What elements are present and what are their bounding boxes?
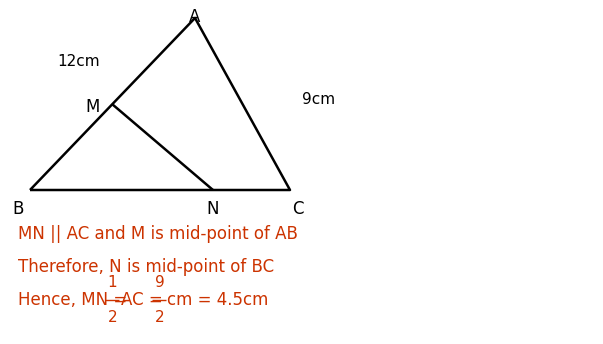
Text: 1: 1 (107, 275, 117, 290)
Text: 9: 9 (154, 275, 164, 290)
Text: B: B (12, 200, 24, 218)
Text: Hence, MN =: Hence, MN = (18, 291, 133, 309)
Text: AC =: AC = (121, 291, 168, 309)
Text: Therefore, N is mid-point of BC: Therefore, N is mid-point of BC (18, 258, 274, 276)
Text: M: M (86, 98, 100, 116)
Text: cm = 4.5cm: cm = 4.5cm (168, 291, 269, 309)
Text: A: A (189, 8, 201, 26)
Text: MN || AC and M is mid-point of AB: MN || AC and M is mid-point of AB (18, 225, 298, 243)
Text: N: N (207, 200, 219, 218)
Text: 2: 2 (107, 310, 117, 325)
Text: C: C (292, 200, 304, 218)
Text: 9cm: 9cm (302, 93, 335, 107)
Text: 12cm: 12cm (57, 54, 100, 69)
Text: 2: 2 (154, 310, 164, 325)
